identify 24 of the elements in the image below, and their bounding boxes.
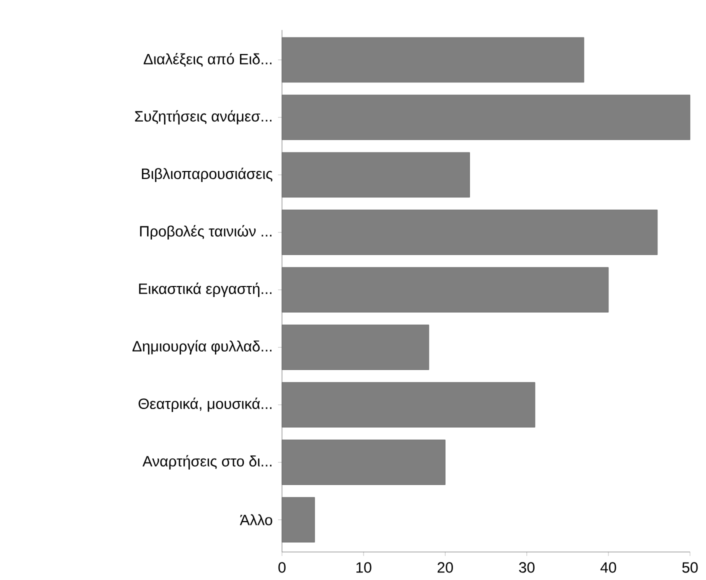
bar (282, 210, 658, 255)
x-tick-label: 20 (438, 562, 453, 573)
bar (282, 267, 609, 312)
bar (282, 440, 446, 485)
y-tick-label: Θεατρικά, μουσικά... (138, 398, 272, 412)
y-tick-label: Δημιουργία φυλλαδ... (132, 340, 272, 355)
y-tick-label: Προβολές ταινιών ... (140, 225, 272, 240)
x-tick-label: 10 (356, 562, 372, 573)
y-tick-label: Αναρτήσεις στο δι... (142, 455, 272, 470)
y-tick-label: Εικαστικά εργαστή... (139, 282, 272, 298)
bar (282, 94, 690, 140)
y-tick-label: Άλλο (240, 514, 272, 526)
x-tick-label: 30 (519, 562, 535, 573)
x-tick-label: 40 (600, 562, 616, 573)
bar (282, 382, 536, 428)
y-tick-label: Διαλέξεις από Ειδ... (144, 52, 272, 67)
x-tick-label: 50 (682, 562, 698, 573)
bar (282, 497, 315, 542)
y-tick-label: Βιβλιοπαρουσιάσεις (142, 168, 272, 182)
bar (282, 324, 430, 370)
x-tick-label: 0 (278, 562, 286, 573)
bar (282, 37, 584, 83)
bar (282, 152, 470, 198)
y-tick-label: Συζητήσεις ανάμεσ... (135, 110, 272, 125)
